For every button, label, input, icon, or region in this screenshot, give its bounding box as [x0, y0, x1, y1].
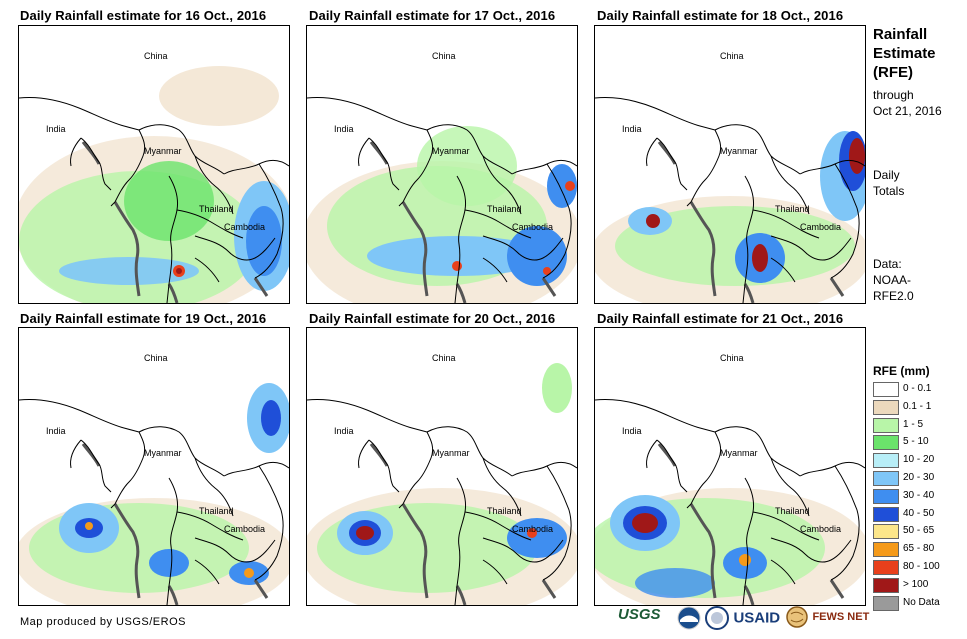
usaid-logo-text: USAID [733, 609, 781, 627]
legend-label: > 100 [903, 578, 929, 590]
rainfall-map-20-oct: China India Myanmar Thailand Cambodia [306, 327, 578, 606]
map-label-thailand: Thailand [487, 506, 522, 516]
map-label-myanmar: Myanmar [432, 146, 470, 156]
legend-swatch [873, 595, 899, 611]
noaa-emblem-icon [677, 606, 701, 630]
map-label-cambodia: Cambodia [800, 222, 842, 232]
legend-label: 40 - 50 [903, 507, 935, 519]
map-label-china: China [144, 353, 168, 363]
panel-title-21-oct: Daily Rainfall estimate for 21 Oct., 201… [597, 311, 844, 326]
map-label-cambodia: Cambodia [512, 524, 554, 534]
sidebar-title-line1: Rainfall [873, 26, 928, 43]
map-label-thailand: Thailand [487, 204, 522, 214]
map-label-thailand: Thailand [199, 506, 234, 516]
map-label-myanmar: Myanmar [144, 448, 182, 458]
legend-swatch [873, 506, 899, 522]
fewsnet-logo-text: FEWS NET [812, 611, 870, 623]
legend-label: 65 - 80 [903, 543, 935, 555]
usgs-logo: USGS [618, 606, 661, 632]
map-label-india: India [334, 124, 354, 134]
map-label-cambodia: Cambodia [224, 524, 266, 534]
sidebar-data-label: Data: [873, 257, 902, 271]
legend-label: 50 - 65 [903, 525, 935, 537]
legend-label: 20 - 30 [903, 472, 935, 483]
legend-label: 0.1 - 1 [903, 400, 932, 412]
legend-swatch [873, 577, 899, 593]
legend-swatch [873, 417, 899, 433]
map-label-india: India [46, 426, 66, 436]
legend-label: 1 - 5 [903, 418, 924, 430]
legend-swatch [873, 435, 899, 451]
legend-swatch [873, 560, 899, 575]
legend-label: No Data [903, 596, 940, 608]
sidebar-data-source1: NOAA- [873, 273, 912, 287]
panel-title-16-oct: Daily Rainfall estimate for 16 Oct., 201… [20, 8, 267, 23]
sidebar-data-source2: RFE2.0 [873, 289, 914, 303]
rainfall-map-16-oct: China India Myanmar Thailand Cambodia [18, 25, 290, 304]
map-label-china: China [432, 51, 456, 61]
map-label-thailand: Thailand [775, 506, 810, 516]
map-label-myanmar: Myanmar [720, 448, 758, 458]
legend-swatch [873, 524, 899, 540]
sidebar-daily: Daily [873, 168, 900, 182]
usaid-logo: USAID [705, 606, 780, 632]
map-label-india: India [46, 124, 66, 134]
map-label-cambodia: Cambodia [224, 222, 266, 232]
map-label-cambodia: Cambodia [800, 524, 842, 534]
legend-swatch [873, 542, 899, 558]
legend-label: 80 - 100 [903, 561, 940, 572]
legend-swatch [873, 488, 899, 504]
panel-title-19-oct: Daily Rainfall estimate for 19 Oct., 201… [20, 311, 267, 326]
legend-swatch [873, 382, 899, 397]
map-label-myanmar: Myanmar [720, 146, 758, 156]
sidebar-through-date: Oct 21, 2016 [873, 104, 942, 118]
panel-title-18-oct: Daily Rainfall estimate for 18 Oct., 201… [597, 8, 844, 23]
map-label-china: China [720, 353, 744, 363]
legend-title: RFE (mm) [873, 364, 930, 378]
map-label-india: India [622, 426, 642, 436]
legend-label: 5 - 10 [903, 436, 929, 448]
usaid-seal-icon [705, 606, 729, 630]
usgs-logo-text: USGS [618, 606, 661, 623]
map-label-myanmar: Myanmar [432, 448, 470, 458]
rainfall-map-21-oct: China India Myanmar Thailand Cambodia [594, 327, 866, 606]
legend-label: 30 - 40 [903, 489, 935, 501]
map-label-myanmar: Myanmar [144, 146, 182, 156]
map-label-china: China [432, 353, 456, 363]
legend-swatch [873, 399, 899, 415]
rainfall-map-17-oct: China India Myanmar Thailand Cambodia [306, 25, 578, 304]
map-label-thailand: Thailand [775, 204, 810, 214]
credit-text: Map produced by USGS/EROS [20, 616, 186, 628]
rainfall-map-19-oct: China India Myanmar Thailand Cambodia [18, 327, 290, 606]
legend-swatch [873, 471, 899, 486]
legend-label: 10 - 20 [903, 454, 935, 466]
map-label-cambodia: Cambodia [512, 222, 554, 232]
map-label-china: China [144, 51, 168, 61]
fewsnet-globe-icon [786, 606, 808, 628]
fewsnet-logo: FEWS NET [786, 606, 869, 632]
legend-swatch [873, 453, 899, 469]
rainfall-map-18-oct: China India Myanmar Thailand Cambodia [594, 25, 866, 304]
sidebar-title-line2: Estimate [873, 45, 936, 62]
map-label-china: China [720, 51, 744, 61]
panel-title-17-oct: Daily Rainfall estimate for 17 Oct., 201… [309, 8, 556, 23]
panel-title-20-oct: Daily Rainfall estimate for 20 Oct., 201… [309, 311, 556, 326]
map-label-india: India [622, 124, 642, 134]
sidebar-title-line3: (RFE) [873, 64, 913, 81]
sidebar-totals: Totals [873, 184, 905, 198]
noaa-logo [677, 606, 701, 632]
map-label-india: India [334, 426, 354, 436]
sidebar-through: through [873, 88, 914, 102]
map-label-thailand: Thailand [199, 204, 234, 214]
legend-label: 0 - 0.1 [903, 383, 932, 394]
